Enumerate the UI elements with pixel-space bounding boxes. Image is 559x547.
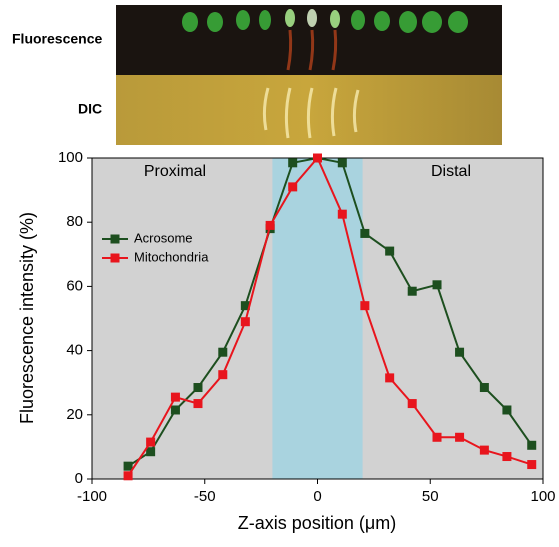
legend-marker xyxy=(110,253,120,263)
data-point xyxy=(240,301,250,311)
x-tick-label: 50 xyxy=(422,488,439,505)
y-axis-label: Fluorescence intensity (%) xyxy=(17,212,37,424)
x-axis-label: Z-axis position (μm) xyxy=(238,513,396,533)
data-point xyxy=(337,209,347,219)
y-tick-label: 60 xyxy=(66,277,83,294)
data-point xyxy=(170,405,180,415)
data-point xyxy=(527,440,537,450)
highlight-band xyxy=(272,158,363,479)
data-point xyxy=(193,399,203,409)
data-point xyxy=(170,392,180,402)
data-point xyxy=(502,405,512,415)
data-point xyxy=(385,373,395,383)
data-point xyxy=(407,399,417,409)
region-label: Proximal xyxy=(144,163,206,180)
micrograph-strip xyxy=(116,5,502,145)
data-point xyxy=(527,460,537,470)
data-point xyxy=(479,383,489,393)
data-point xyxy=(455,347,465,357)
y-tick-label: 100 xyxy=(58,149,83,166)
data-point xyxy=(123,461,133,471)
data-point xyxy=(123,471,133,481)
y-tick-label: 20 xyxy=(66,406,83,423)
data-point xyxy=(360,301,370,311)
y-tick-label: 0 xyxy=(75,470,83,487)
legend-marker xyxy=(110,234,120,244)
data-point xyxy=(193,383,203,393)
data-point xyxy=(455,432,465,442)
data-point xyxy=(432,432,442,442)
data-point xyxy=(502,452,512,462)
y-tick-label: 80 xyxy=(66,213,83,230)
data-point xyxy=(337,158,347,168)
data-point xyxy=(288,182,298,192)
image-row-label: DIC xyxy=(78,101,102,117)
y-tick-label: 40 xyxy=(66,342,83,359)
x-tick-label: 100 xyxy=(530,488,555,505)
data-point xyxy=(360,228,370,238)
legend-label: Mitochondria xyxy=(134,249,209,264)
x-tick-label: -100 xyxy=(77,488,107,505)
data-point xyxy=(432,280,442,290)
data-point xyxy=(218,347,228,357)
x-tick-label: 0 xyxy=(313,488,321,505)
data-point xyxy=(313,153,322,163)
image-row-label: Fluorescence xyxy=(12,31,102,47)
data-point xyxy=(288,158,298,168)
data-point xyxy=(385,246,395,256)
legend-label: Acrosome xyxy=(134,230,193,245)
x-tick-label: -50 xyxy=(194,488,216,505)
data-point xyxy=(265,220,275,230)
data-point xyxy=(240,317,250,327)
data-point xyxy=(407,286,417,296)
region-label: Distal xyxy=(431,163,471,180)
data-point xyxy=(146,437,156,447)
data-point xyxy=(218,370,228,380)
data-point xyxy=(479,445,489,455)
data-point xyxy=(146,447,156,457)
